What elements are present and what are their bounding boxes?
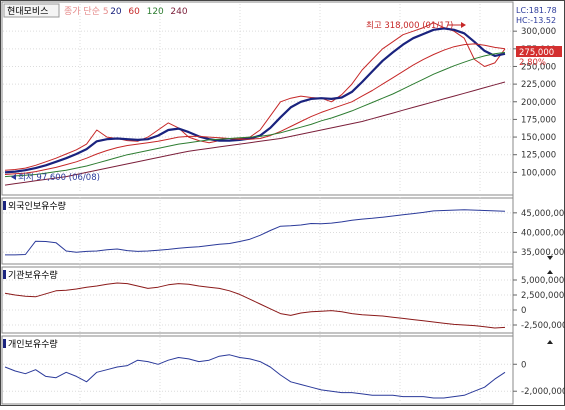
stock-name[interactable]: 현대모비스 — [7, 6, 48, 17]
individual-marker-icon — [3, 339, 6, 348]
hc-label: HC:-13.52 — [516, 16, 556, 25]
legend-item-4: 240 — [170, 7, 187, 17]
grid-layer — [3, 4, 513, 404]
series-layer — [4, 22, 506, 399]
tick-label-0-2: 250,000 — [521, 62, 556, 72]
low-annotation: 최저 97,600 (06/08) — [18, 172, 100, 183]
series-line-0-0 — [4, 22, 506, 171]
series-line-0-2 — [4, 43, 506, 175]
ma-legend: 종가 단순 5 20 60 120 240 — [64, 6, 188, 17]
tick-label-0-5: 175,000 — [521, 115, 556, 125]
tick-label-1-2: 35,000,000 — [521, 248, 565, 258]
legend-item-3: 120 — [147, 7, 164, 17]
foreign-panel — [1, 197, 514, 265]
tick-label-0-0: 300,000 — [521, 27, 556, 37]
institution-scroll-up-icon[interactable] — [547, 270, 553, 274]
tick-label-3-1: -2,000,000 — [521, 387, 565, 397]
tick-label-0-6: 150,000 — [521, 133, 556, 143]
individual-scroll-up-icon[interactable] — [547, 340, 553, 344]
high-arrow-head — [461, 22, 466, 28]
current-price-label: 275,000 — [519, 48, 554, 58]
series-line-3-0 — [4, 354, 506, 399]
tick-label-2-3: -2,500,000 — [521, 321, 565, 331]
tick-label-1-1: 40,000,000 — [521, 229, 565, 239]
legend-item-1: 20 — [110, 7, 122, 17]
foreign-scroll-down-icon[interactable] — [547, 256, 553, 260]
tick-label-2-2: 0 — [521, 306, 526, 316]
legend-item-0: 종가 단순 5 — [64, 6, 109, 17]
low-arrow-head — [11, 174, 16, 180]
price-panel — [1, 1, 514, 196]
tick-label-0-4: 200,000 — [521, 98, 556, 108]
institution-title: 기관보유수량 — [8, 269, 58, 281]
series-line-1-0 — [5, 209, 506, 256]
institution-marker-icon — [3, 270, 6, 279]
current-price-box — [516, 46, 562, 57]
individual-title: 개인보유수량 — [8, 338, 58, 350]
foreign-title: 외국인보유수량 — [8, 200, 66, 212]
series-line-0-4 — [4, 81, 506, 186]
individual-panel — [1, 335, 514, 405]
tick-label-0-8: 100,000 — [521, 168, 556, 178]
tick-label-3-0: 0 — [521, 360, 526, 370]
lc-label: LC:181.78 — [516, 6, 557, 15]
tick-label-0-7: 125,000 — [521, 151, 556, 161]
foreign-marker-icon — [3, 201, 6, 210]
high-annotation: 최고 318,000 (01/17) — [366, 20, 453, 31]
tick-label-1-0: 45,000,000 — [521, 209, 565, 219]
legend-item-2: 60 — [128, 7, 140, 17]
series-line-0-3 — [4, 51, 506, 178]
series-line-2-0 — [4, 282, 506, 329]
tick-label-0-3: 225,000 — [521, 80, 556, 90]
institution-panel — [1, 266, 514, 334]
stock-name-box[interactable] — [3, 3, 60, 18]
change-label: 2.80% — [519, 58, 546, 68]
tick-label-2-1: 2,500,000 — [521, 291, 564, 301]
tick-label-2-0: 5,000,000 — [521, 276, 564, 286]
